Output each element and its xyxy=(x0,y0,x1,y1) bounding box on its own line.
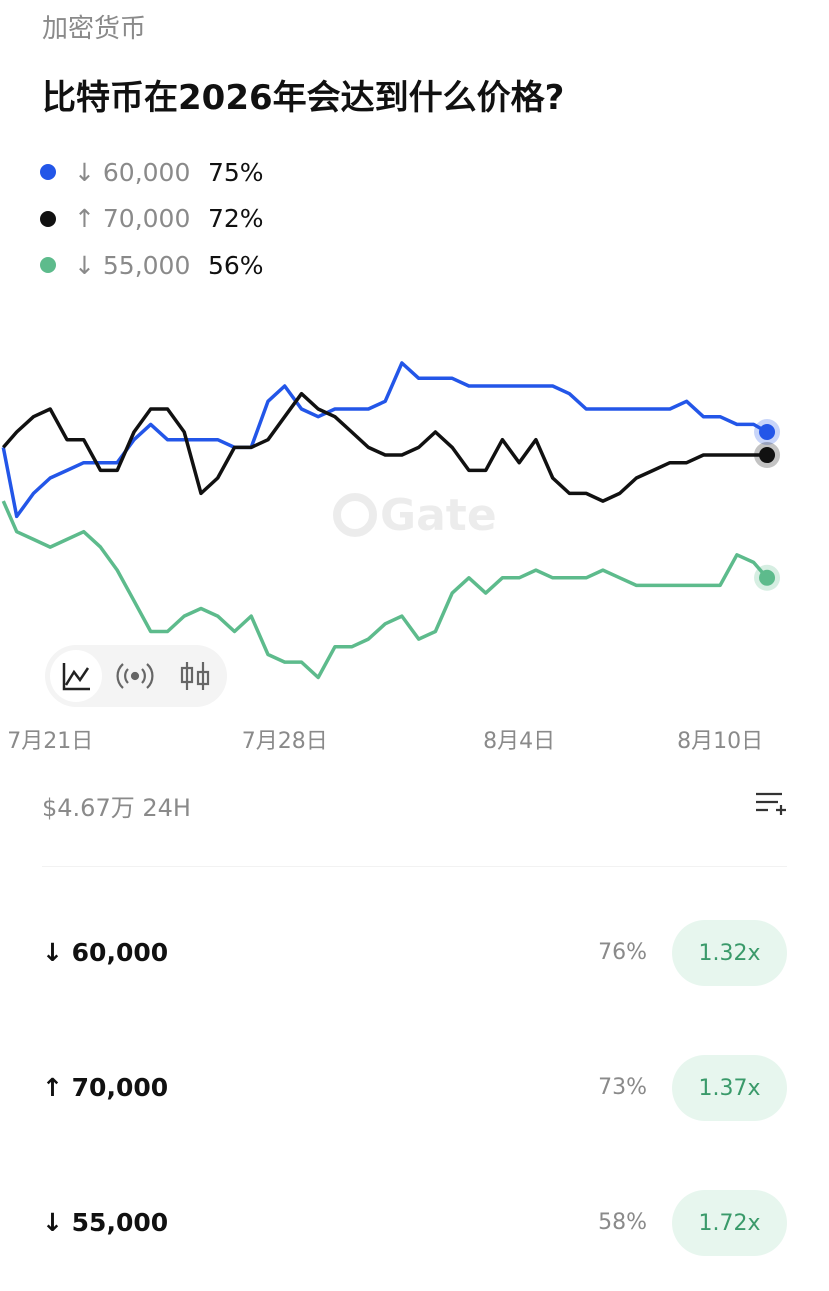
legend-name: ↓ 60,000 xyxy=(74,157,191,187)
outcome-probability: 58% xyxy=(598,1210,647,1235)
legend-value: 75% xyxy=(208,157,264,187)
legend-item: ↓ 55,000 56% xyxy=(40,245,264,285)
chart-toggle[interactable] xyxy=(45,645,227,707)
title: 比特币在2026年会达到什么价格? xyxy=(42,78,565,118)
watermark-text: Gate xyxy=(380,490,497,541)
series-line xyxy=(1,391,767,503)
legend-item: ↑ 70,000 72% xyxy=(40,199,264,239)
legend-name: ↓ 55,000 xyxy=(74,250,191,280)
outcome-name: ↑ 70,000 xyxy=(42,1073,169,1102)
x-tick-label: 8月10日 xyxy=(677,729,763,754)
legend-value: 56% xyxy=(208,250,264,280)
outcome-name: ↓ 55,000 xyxy=(42,1208,169,1237)
candle-icon[interactable] xyxy=(180,662,210,690)
end-dot xyxy=(759,569,776,586)
watermark: Gate xyxy=(333,490,497,541)
volume: $4.67万 24H xyxy=(42,794,191,822)
watermark-logo xyxy=(333,493,377,537)
chart: Gate 7月21日 7月28日 8月4日 8月10日 xyxy=(1,361,781,754)
x-tick-label: 8月4日 xyxy=(483,729,555,754)
end-dot xyxy=(759,447,776,464)
filter-icon[interactable] xyxy=(752,788,788,818)
buy-button[interactable]: 1.72x xyxy=(672,1190,787,1256)
outcome-probability: 76% xyxy=(598,940,647,965)
legend-value: 72% xyxy=(208,204,264,233)
series-line xyxy=(1,500,769,680)
buy-button[interactable]: 1.32x xyxy=(672,920,787,986)
legend-name: ↑ 70,000 xyxy=(74,204,191,233)
line-icon[interactable] xyxy=(62,663,90,691)
divider xyxy=(42,866,787,867)
outcome-probability: 73% xyxy=(598,1075,647,1100)
live-icon[interactable] xyxy=(116,663,154,689)
end-dot xyxy=(759,424,776,441)
legend-item: ↓ 60,000 75% xyxy=(40,152,264,192)
legend-dot xyxy=(40,210,56,227)
legend-dot xyxy=(40,164,56,180)
buy-button[interactable]: 1.37x xyxy=(672,1055,787,1121)
x-tick-label: 7月21日 xyxy=(7,729,93,754)
legend-dot xyxy=(40,257,56,273)
outcome-name: ↓ 60,000 xyxy=(42,938,169,967)
outcome-row: ↓ 60,000 76% 1.32x xyxy=(0,920,829,986)
x-tick-label: 7月28日 xyxy=(242,729,328,754)
outcome-row: ↓ 55,000 58% 1.72x xyxy=(0,1190,829,1256)
category: 加密货币 xyxy=(42,14,147,44)
outcome-row: ↑ 70,000 73% 1.37x xyxy=(0,1055,829,1121)
